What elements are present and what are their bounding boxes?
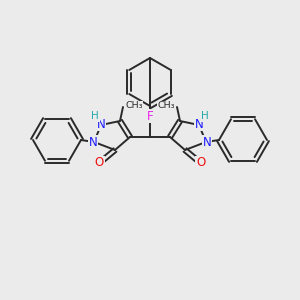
Text: N: N xyxy=(88,136,98,148)
Text: CH₃: CH₃ xyxy=(125,101,142,110)
Text: N: N xyxy=(195,118,203,130)
Text: F: F xyxy=(147,110,153,122)
Text: CH₃: CH₃ xyxy=(158,101,175,110)
Text: O: O xyxy=(196,157,206,169)
Text: O: O xyxy=(94,157,103,169)
Text: H: H xyxy=(201,111,209,121)
Text: N: N xyxy=(202,136,211,148)
Text: H: H xyxy=(91,111,99,121)
Text: N: N xyxy=(97,118,105,130)
